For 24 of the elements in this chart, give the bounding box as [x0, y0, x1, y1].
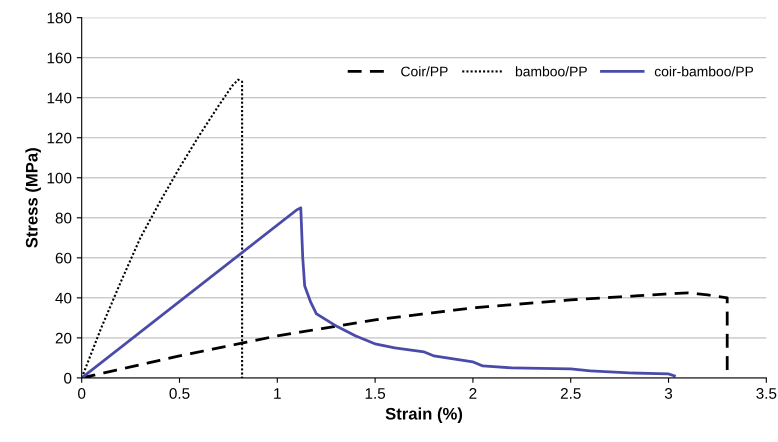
y-tick-label: 0: [64, 372, 72, 384]
y-axis-title: Stress (MPa): [25, 148, 41, 248]
y-tick-label: 40: [55, 292, 72, 304]
y-tick-label: 120: [48, 132, 72, 144]
y-tick-label: 180: [48, 12, 72, 24]
legend-label: bamboo/PP: [516, 66, 587, 76]
x-tick-label: 2: [469, 388, 476, 399]
x-tick-label: 1.5: [366, 388, 386, 399]
x-tick-label: 1: [274, 388, 281, 399]
y-tick-label: 80: [56, 212, 72, 224]
y-tick-label: 160: [48, 52, 72, 64]
x-axis-title: Strain (%): [386, 407, 462, 423]
legend-label: coir-bamboo/PP: [654, 66, 754, 76]
x-tick-label: 0: [78, 388, 86, 399]
y-tick-label: 20: [56, 332, 72, 344]
y-tick-label: 100: [48, 172, 72, 184]
line-series: [82, 206, 676, 378]
x-tick-label: 3.5: [756, 388, 776, 399]
legend-label: Coir/PP: [401, 66, 448, 76]
y-tick-label: 140: [48, 92, 72, 104]
x-tick-label: 2.5: [560, 388, 581, 399]
x-tick-label: 0.5: [169, 388, 190, 399]
x-tick-label: 3: [664, 388, 672, 399]
y-tick-label: 60: [56, 252, 72, 264]
